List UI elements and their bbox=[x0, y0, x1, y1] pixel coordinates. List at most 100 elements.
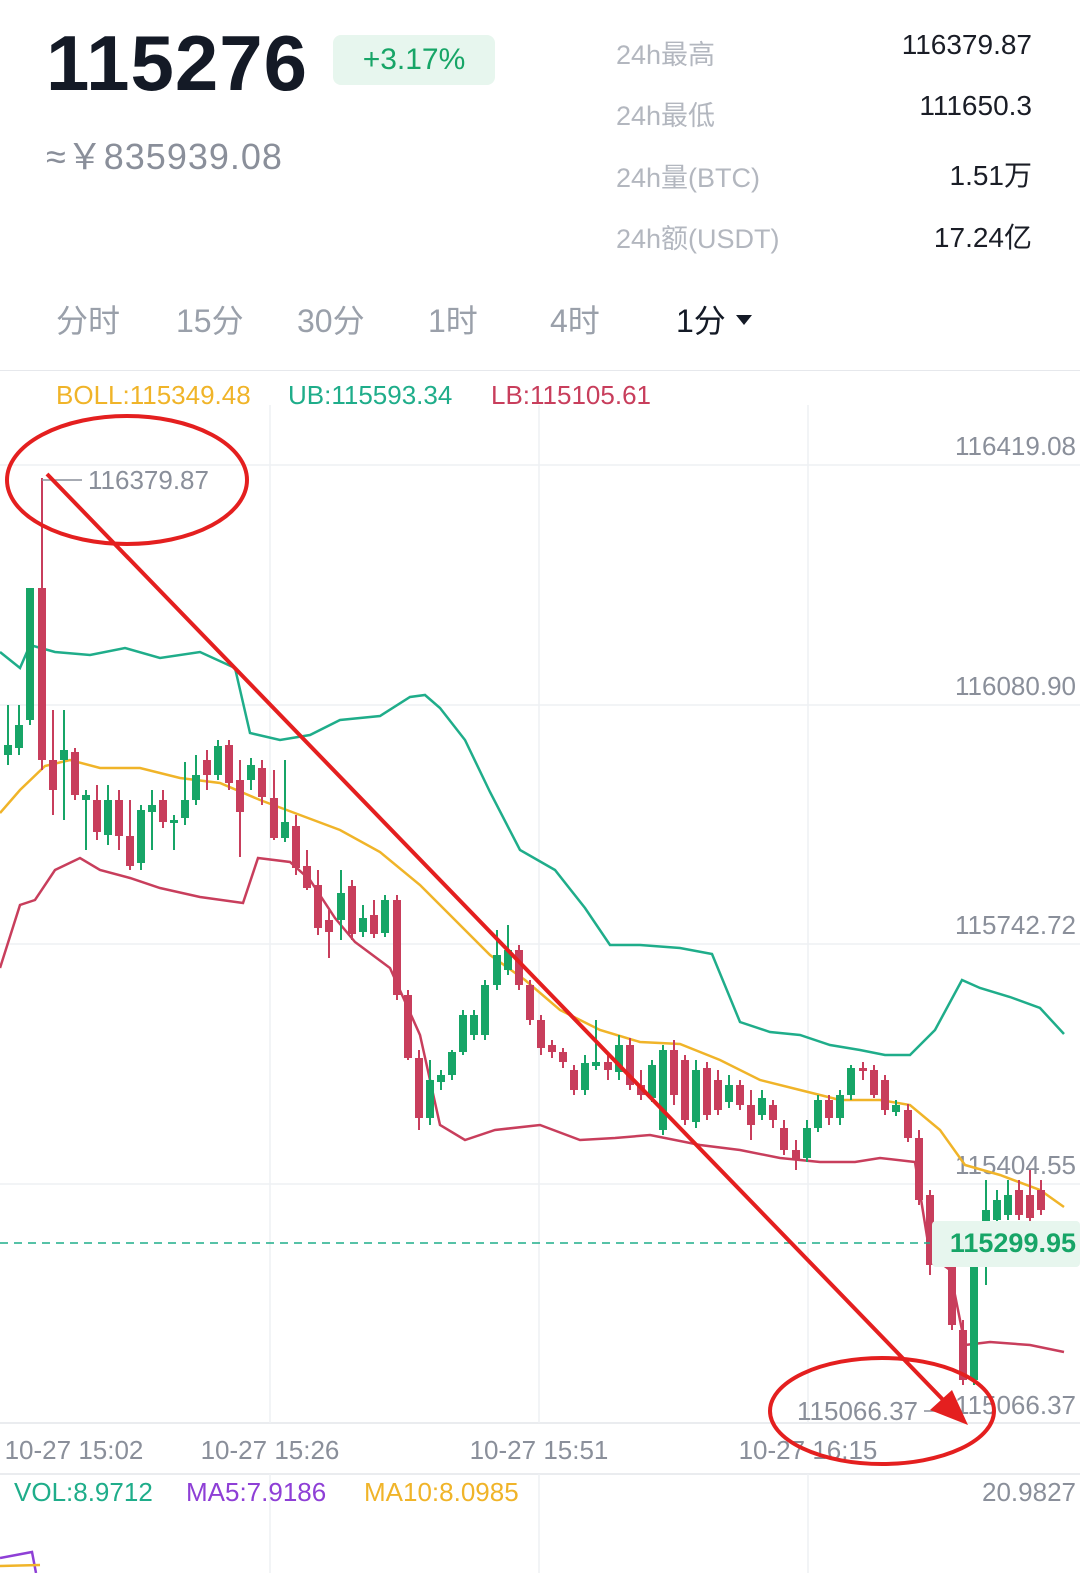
ma10-volume-line bbox=[0, 1563, 41, 1568]
candle-body bbox=[915, 1138, 923, 1200]
candle-body bbox=[836, 1095, 844, 1118]
candle-body bbox=[993, 1200, 1001, 1220]
candle-body bbox=[437, 1075, 445, 1082]
candle-body bbox=[758, 1098, 766, 1115]
stat-label-24h-high: 24h最高 bbox=[616, 40, 716, 70]
candle-body bbox=[426, 1080, 434, 1118]
tab-timeshare[interactable]: 分时 bbox=[56, 303, 121, 339]
candle-body bbox=[847, 1068, 855, 1095]
candle-body bbox=[592, 1062, 600, 1066]
candle-body bbox=[692, 1070, 700, 1122]
candle-body bbox=[904, 1110, 912, 1138]
time-axis-label: 10-27 15:02 bbox=[5, 1435, 144, 1465]
tab-4hour[interactable]: 4时 bbox=[550, 303, 600, 339]
cny-equivalent: ≈￥835939.08 bbox=[46, 136, 283, 177]
stat-label-24h-volume: 24h量(BTC) bbox=[616, 163, 761, 193]
downtrend-arrow-head bbox=[930, 1390, 968, 1425]
tab-1hour[interactable]: 1时 bbox=[428, 303, 478, 339]
candle-body bbox=[515, 950, 523, 985]
candle-body bbox=[493, 955, 501, 985]
candles-group bbox=[4, 478, 1045, 1385]
boll-indicator: BOLL:115349.48 bbox=[56, 380, 251, 410]
candle-body bbox=[314, 885, 322, 928]
candle-body bbox=[159, 800, 167, 822]
high-circle-annotation bbox=[5, 414, 249, 546]
candle-body bbox=[747, 1105, 755, 1125]
candle-body bbox=[892, 1105, 900, 1112]
tab-30min[interactable]: 30分 bbox=[297, 303, 365, 339]
candle-body bbox=[1015, 1190, 1023, 1215]
candle-body bbox=[225, 745, 233, 783]
stat-label-24h-amount: 24h额(USDT) bbox=[616, 224, 780, 254]
boll-middle-line bbox=[0, 758, 1065, 1209]
candle-body bbox=[548, 1045, 556, 1052]
time-axis-label: 10-27 15:51 bbox=[470, 1435, 609, 1465]
candle-body bbox=[1037, 1190, 1045, 1210]
candle-body bbox=[780, 1128, 788, 1150]
candle-body bbox=[38, 588, 46, 760]
candle-body bbox=[49, 760, 57, 790]
candle-body bbox=[393, 900, 401, 995]
low-circle-annotation bbox=[768, 1356, 996, 1466]
price-axis-low-label: 115066.37 bbox=[955, 1390, 1076, 1420]
price-axis-label: 115742.72 bbox=[955, 910, 1076, 940]
lb-indicator: LB:115105.61 bbox=[491, 380, 651, 410]
candle-body bbox=[959, 1330, 967, 1380]
candle-body bbox=[703, 1068, 711, 1115]
candle-body bbox=[236, 780, 244, 812]
candle-body bbox=[681, 1060, 689, 1120]
candle-body bbox=[181, 800, 189, 818]
candle-body bbox=[1026, 1195, 1034, 1218]
last-price: 115276 bbox=[46, 19, 308, 107]
candle-body bbox=[148, 805, 156, 812]
price-axis-label: 115404.55 bbox=[955, 1150, 1076, 1180]
candle-body bbox=[203, 760, 211, 775]
interval-tabs: 分时 15分 30分 1时 4时 1分 bbox=[0, 296, 1080, 356]
candle-body bbox=[615, 1045, 623, 1072]
candle-body bbox=[459, 1015, 467, 1052]
ma10-indicator: MA10:8.0985 bbox=[364, 1477, 519, 1507]
stat-value-24h-high: 116379.87 bbox=[901, 29, 1032, 60]
candle-body bbox=[803, 1128, 811, 1158]
tab-1min-dropdown[interactable]: 1分 bbox=[676, 296, 752, 342]
tab-15min[interactable]: 15分 bbox=[176, 303, 244, 339]
candle-body bbox=[115, 800, 123, 836]
stat-label-24h-low: 24h最低 bbox=[616, 101, 716, 131]
candle-body bbox=[4, 745, 12, 755]
candle-body bbox=[792, 1150, 800, 1160]
candle-body bbox=[714, 1080, 722, 1110]
low-marker-label: 115066.37 bbox=[797, 1396, 918, 1426]
change-percent-badge: +3.17% bbox=[333, 35, 495, 85]
candle-body bbox=[192, 775, 200, 800]
candle-body bbox=[60, 750, 68, 760]
volume-axis-max: 20.9827 bbox=[982, 1477, 1076, 1507]
candle-body bbox=[71, 752, 79, 795]
candle-body bbox=[415, 1058, 423, 1118]
candle-body bbox=[570, 1070, 578, 1090]
candle-body bbox=[970, 1240, 978, 1380]
boll-upper-band-line bbox=[0, 643, 1065, 1057]
candle-body bbox=[247, 765, 255, 780]
caret-down-icon bbox=[735, 314, 752, 325]
candle-body bbox=[948, 1240, 956, 1325]
candle-body bbox=[537, 1020, 545, 1048]
candle-body bbox=[559, 1052, 567, 1062]
price-axis-label: 116080.90 bbox=[955, 671, 1076, 701]
candle-body bbox=[104, 800, 112, 835]
stat-value-24h-volume: 1.51万 bbox=[949, 160, 1033, 191]
tab-1min-label: 1分 bbox=[676, 303, 726, 339]
candle-body bbox=[26, 588, 34, 720]
ub-indicator: UB:115593.34 bbox=[288, 380, 453, 410]
candle-body bbox=[470, 1015, 478, 1035]
ma5-volume-line bbox=[0, 1550, 38, 1573]
candle-body bbox=[325, 920, 333, 932]
candle-body bbox=[126, 836, 134, 866]
downtrend-arrow-line bbox=[45, 472, 952, 1409]
candle-body bbox=[404, 995, 412, 1058]
stat-value-24h-low: 111650.3 bbox=[919, 90, 1032, 121]
candle-body bbox=[337, 893, 345, 920]
candle-body bbox=[736, 1085, 744, 1105]
candle-body bbox=[359, 918, 367, 932]
tabs-divider bbox=[0, 370, 1080, 371]
